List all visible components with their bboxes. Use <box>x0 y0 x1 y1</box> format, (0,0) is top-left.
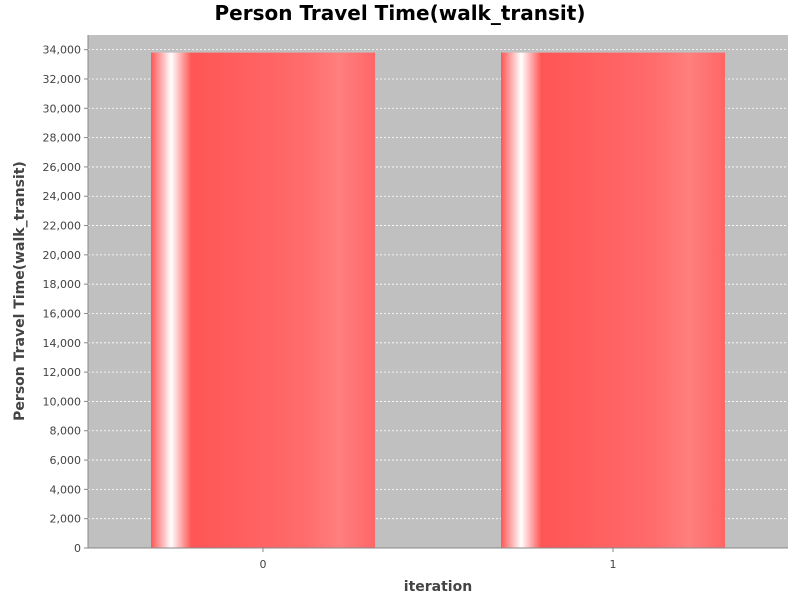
y-tick-label: 28,000 <box>43 132 82 145</box>
bar-iteration-1 <box>501 52 725 549</box>
y-tick-label: 6,000 <box>50 454 82 467</box>
y-tick-label: 18,000 <box>43 278 82 291</box>
y-tick-label: 14,000 <box>43 337 82 350</box>
y-tick-label: 2,000 <box>50 513 82 526</box>
y-axis-ticks: 0 2,000 4,000 6,000 8,000 10,000 12,000 14,000 1… <box>43 44 88 555</box>
y-tick-label: 10,000 <box>43 395 82 408</box>
y-tick-label: 20,000 <box>43 249 82 262</box>
y-tick-label: 26,000 <box>43 161 82 174</box>
y-axis-label: Person Travel Time(walk_transit) <box>12 161 28 421</box>
bar-iteration-0 <box>151 52 375 549</box>
y-tick-label: 4,000 <box>50 483 82 496</box>
y-tick-label: 12,000 <box>43 366 82 379</box>
x-axis-label: iteration <box>404 579 472 595</box>
y-tick-label: 30,000 <box>43 102 82 115</box>
y-tick-label: 34,000 <box>43 44 82 57</box>
chart-title: Person Travel Time(walk_transit) <box>215 1 586 25</box>
y-tick-label: 8,000 <box>50 425 82 438</box>
x-tick-label: 0 <box>260 558 267 571</box>
y-tick-label: 16,000 <box>43 307 82 320</box>
y-tick-label: 24,000 <box>43 190 82 203</box>
x-tick-label: 1 <box>610 558 617 571</box>
y-tick-label: 32,000 <box>43 73 82 86</box>
bars-group <box>151 52 725 549</box>
y-tick-label: 22,000 <box>43 220 82 233</box>
y-tick-label: 0 <box>74 542 81 555</box>
